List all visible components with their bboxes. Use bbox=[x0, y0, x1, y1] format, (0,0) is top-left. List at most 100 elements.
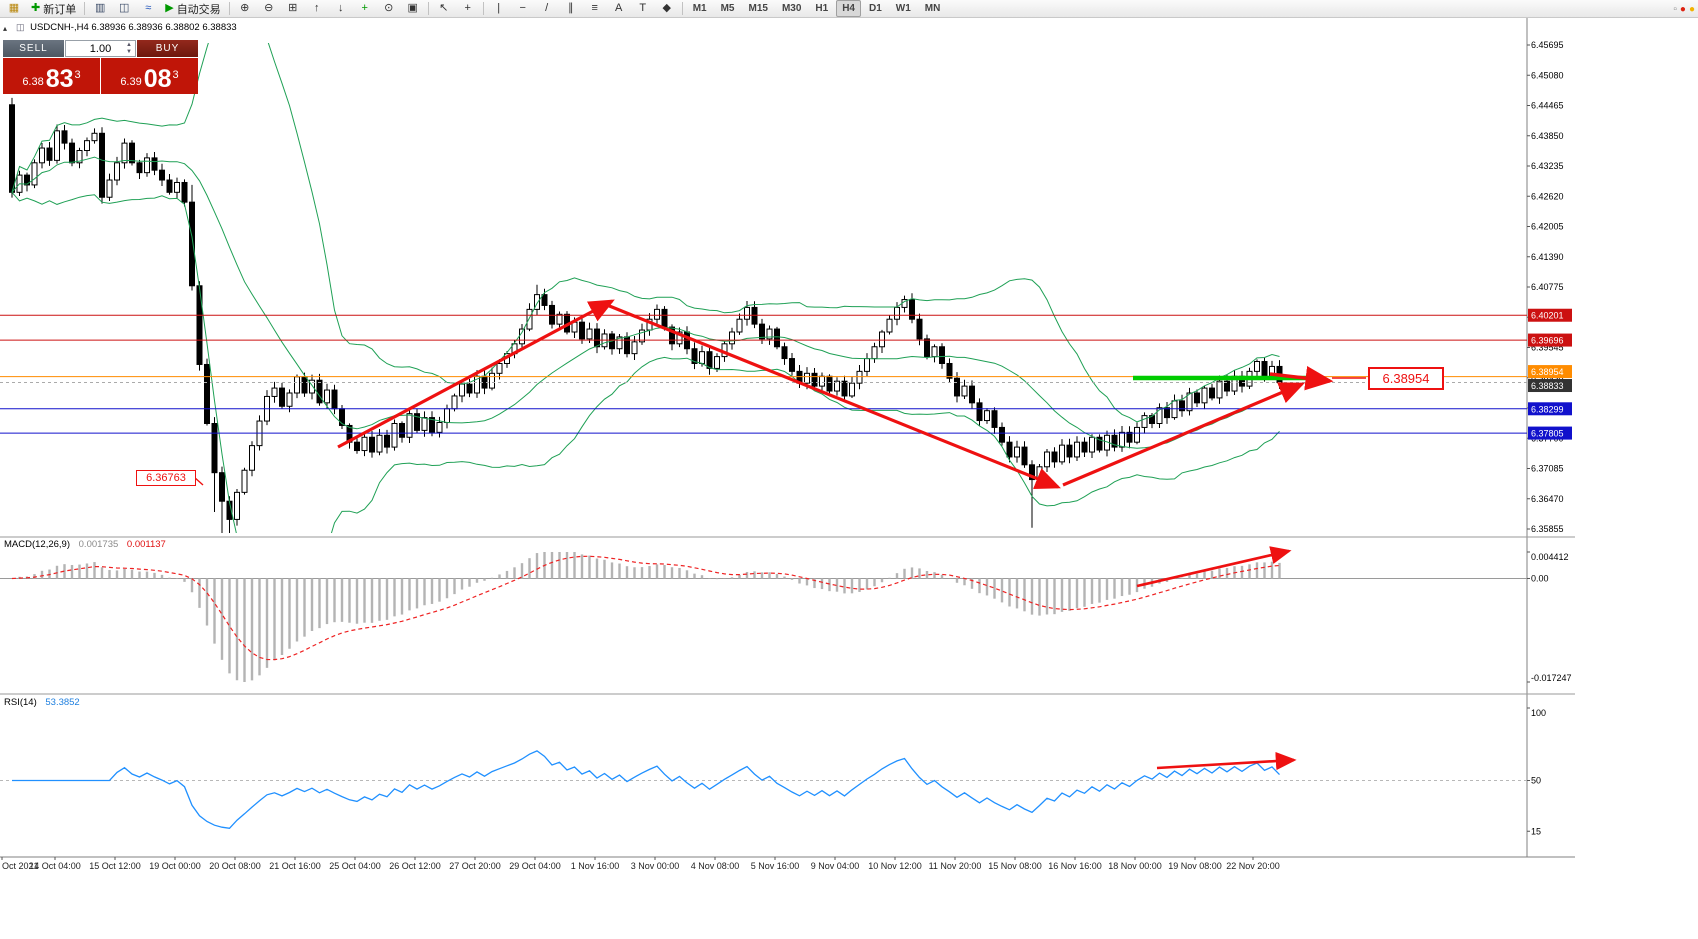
svg-text:6.43235: 6.43235 bbox=[1531, 161, 1564, 171]
scroll-up-icon[interactable]: ↑ bbox=[305, 1, 329, 17]
new-chart-icon[interactable]: ▦ bbox=[2, 1, 26, 17]
horizontal-line-icon: − bbox=[519, 2, 526, 14]
svg-text:-0.017247: -0.017247 bbox=[1531, 673, 1572, 683]
clock-icon[interactable]: ⊙ bbox=[377, 1, 401, 17]
alert-icon[interactable]: ● bbox=[1688, 3, 1695, 15]
ohlc-values: 6.38936 6.38936 6.38802 6.38833 bbox=[91, 22, 237, 33]
one-click-collapse-icon[interactable]: ▴ bbox=[3, 24, 8, 33]
bar-chart-icon: ▥ bbox=[95, 2, 106, 14]
sell-button[interactable]: SELL bbox=[3, 40, 64, 57]
zoom-out-icon[interactable]: ⊖ bbox=[257, 1, 281, 17]
community-icon[interactable]: ● bbox=[1679, 3, 1686, 15]
text-icon: A bbox=[615, 2, 623, 14]
cursor-icon: ↖ bbox=[439, 2, 449, 14]
text-label-icon[interactable]: T bbox=[631, 1, 655, 17]
timeframe-w1-button[interactable]: W1 bbox=[895, 3, 911, 14]
svg-text:10 Nov 12:00: 10 Nov 12:00 bbox=[868, 861, 922, 871]
scroll-down-icon[interactable]: ↓ bbox=[329, 1, 353, 17]
new-order-button[interactable]: ✚ 新订单 bbox=[26, 1, 81, 17]
vertical-line-icon[interactable]: | bbox=[487, 1, 511, 17]
svg-text:50: 50 bbox=[1531, 776, 1541, 786]
scroll-down-icon: ↓ bbox=[337, 2, 344, 14]
buy-price-big: 08 bbox=[143, 65, 172, 93]
timeframe-m1-button[interactable]: M1 bbox=[692, 3, 707, 14]
add-indicator-icon[interactable]: + bbox=[353, 1, 377, 17]
macd-signal-value: 0.001137 bbox=[126, 539, 166, 550]
horizontal-levels[interactable]: 6.40201 6.39696 6.38954 6.38833 6.38299 6.378… bbox=[0, 308, 1572, 440]
text-icon[interactable]: A bbox=[607, 1, 631, 17]
svg-text:16 Nov 16:00: 16 Nov 16:00 bbox=[1048, 861, 1102, 871]
svg-text:6.39545: 6.39545 bbox=[1531, 343, 1564, 353]
template-icon[interactable]: ▣ bbox=[401, 1, 425, 17]
new-chart-icon: ▦ bbox=[8, 2, 20, 14]
volume-input[interactable]: 1.00 ▲ ▼ bbox=[65, 40, 136, 57]
toolbar-separator bbox=[482, 2, 484, 15]
annotations-layer[interactable] bbox=[193, 299, 1366, 771]
timeframe-m30-button[interactable]: M30 bbox=[781, 3, 802, 14]
volume-spinner-icon[interactable]: ▲ ▼ bbox=[126, 42, 132, 55]
toolbar-separator bbox=[228, 2, 230, 15]
auto-trading-button[interactable]: ▶ 自动交易 bbox=[160, 1, 225, 17]
svg-text:15 Nov 08:00: 15 Nov 08:00 bbox=[988, 861, 1042, 871]
rsi-indicator-label: RSI(14) 53.3852 bbox=[4, 697, 80, 708]
svg-text:6.40775: 6.40775 bbox=[1531, 282, 1564, 292]
svg-text:11 Nov 20:00: 11 Nov 20:00 bbox=[929, 861, 982, 871]
auto-trading-button-label: 自动交易 bbox=[176, 3, 221, 16]
buy-price-display[interactable]: 6.39 08 3 bbox=[101, 58, 198, 94]
svg-text:6.43850: 6.43850 bbox=[1531, 131, 1564, 141]
trendline-icon: / bbox=[545, 2, 549, 14]
svg-text:6.35855: 6.35855 bbox=[1531, 524, 1564, 534]
svg-text:9 Nov 04:00: 9 Nov 04:00 bbox=[811, 861, 860, 871]
trendline-icon[interactable]: / bbox=[535, 1, 559, 17]
svg-text:6.39696: 6.39696 bbox=[1531, 336, 1564, 346]
candlestick-chart-icon[interactable]: ◫ bbox=[112, 1, 136, 17]
timeframe-d1-button[interactable]: D1 bbox=[869, 3, 882, 14]
crosshair-icon[interactable]: + bbox=[456, 1, 480, 17]
chart-tab-icon: ◫ bbox=[16, 22, 25, 32]
price-annotation-current[interactable]: 6.38954 bbox=[1368, 367, 1444, 390]
fibonacci-icon: ≡ bbox=[591, 2, 598, 14]
bar-chart-icon[interactable]: ▥ bbox=[88, 1, 112, 17]
tile-windows-icon[interactable]: ⊞ bbox=[281, 1, 305, 17]
text-label-icon: T bbox=[639, 2, 647, 14]
timeframe-mn-button[interactable]: MN bbox=[924, 3, 941, 14]
one-click-trading-panel: SELL 1.00 ▲ ▼ BUY 6.38 83 3 6.39 08 3 bbox=[3, 40, 198, 94]
horizontal-line-icon[interactable]: − bbox=[511, 1, 535, 17]
svg-text:5 Nov 16:00: 5 Nov 16:00 bbox=[751, 861, 800, 871]
zoom-in-icon[interactable]: ⊕ bbox=[233, 1, 257, 17]
timeframe-h1-button[interactable]: H1 bbox=[815, 3, 829, 14]
shapes-icon[interactable]: ◆ bbox=[655, 1, 679, 17]
svg-text:6.38833: 6.38833 bbox=[1531, 381, 1564, 391]
clock-icon: ⊙ bbox=[384, 2, 394, 14]
timeframe-m15-button[interactable]: M15 bbox=[748, 3, 768, 14]
svg-text:6.38299: 6.38299 bbox=[1531, 404, 1564, 414]
channel-icon[interactable]: ∥ bbox=[559, 1, 583, 17]
buy-button[interactable]: BUY bbox=[137, 40, 198, 57]
price-axis[interactable]: 6.45695 6.45080 6.44465 6.43850 6.43235 6.426… bbox=[0, 18, 1575, 858]
cursor-icon[interactable]: ↖ bbox=[432, 1, 456, 17]
line-chart-icon: ≈ bbox=[145, 2, 152, 14]
toolbar-separator bbox=[681, 2, 683, 15]
sell-price-prefix: 6.38 bbox=[22, 76, 44, 88]
zoom-in-icon: ⊕ bbox=[240, 2, 250, 14]
timeframe-h4-button[interactable]: H4 bbox=[836, 0, 861, 17]
svg-text:6.42620: 6.42620 bbox=[1531, 191, 1564, 201]
line-chart-icon[interactable]: ≈ bbox=[136, 1, 160, 17]
crosshair-icon: + bbox=[464, 2, 471, 14]
svg-text:20 Oct 08:00: 20 Oct 08:00 bbox=[209, 861, 261, 871]
sell-price-display[interactable]: 6.38 83 3 bbox=[3, 58, 100, 94]
fibonacci-icon[interactable]: ≡ bbox=[583, 1, 607, 17]
rsi-value: 53.3852 bbox=[45, 697, 80, 708]
buy-price-sup: 3 bbox=[172, 69, 179, 81]
timeframe-m5-button[interactable]: M5 bbox=[720, 3, 735, 14]
svg-text:6.41390: 6.41390 bbox=[1531, 252, 1564, 262]
price-annotation-low[interactable]: 6.36763 bbox=[136, 470, 196, 486]
toolbar: ▦ ✚ 新订单 ▥ ◫ ≈ ▶ 自动交易 ⊕ ⊖ ⊞ ↑ ↓ + ⊙ ▣ ↖ + | − / ∥ ≡ A T ◆ M1 M5 M15 M3… bbox=[0, 0, 1698, 18]
dock-icon[interactable]: ▫ bbox=[1673, 3, 1677, 15]
svg-text:19 Oct 00:00: 19 Oct 00:00 bbox=[149, 861, 201, 871]
candlestick-chart-icon: ◫ bbox=[119, 2, 130, 14]
new-order-icon: ✚ bbox=[31, 2, 41, 14]
svg-text:26 Oct 12:00: 26 Oct 12:00 bbox=[389, 861, 441, 871]
